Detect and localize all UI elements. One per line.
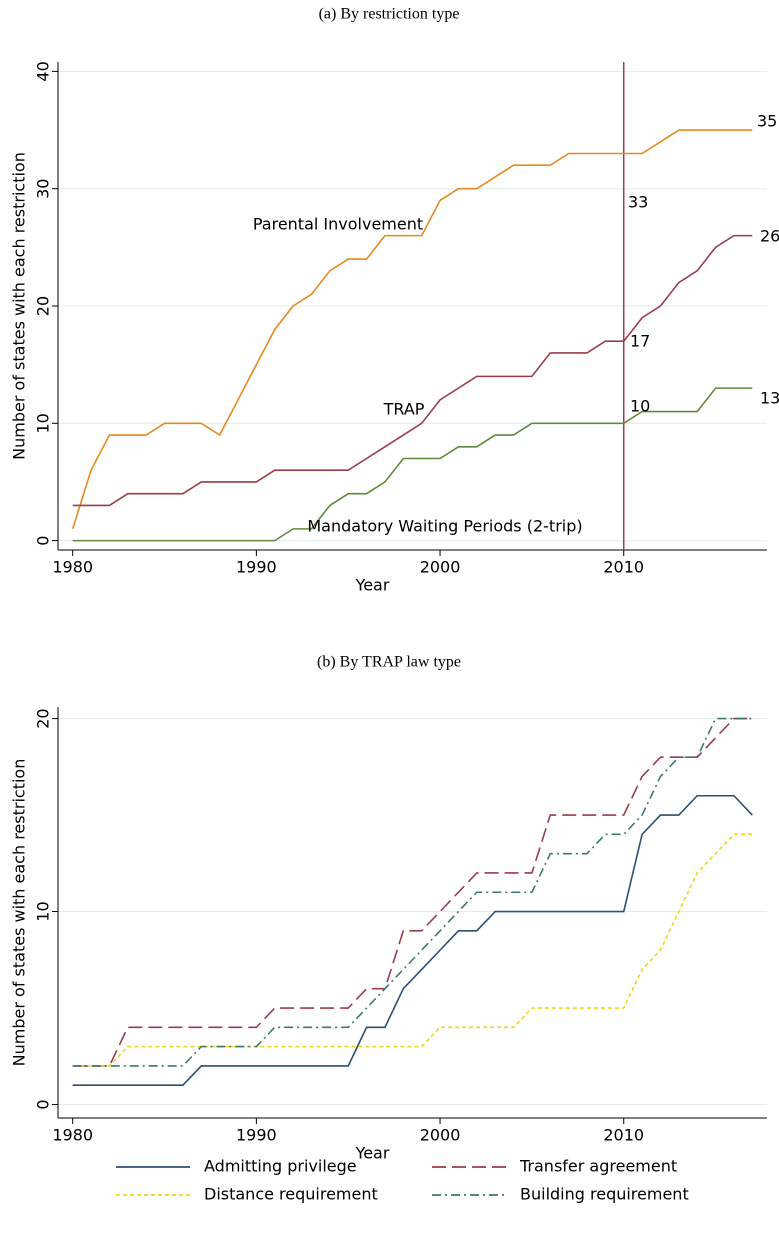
series-line	[72, 387, 753, 542]
value-label: 35	[757, 112, 777, 131]
x-tick-label: 1980	[52, 558, 93, 577]
y-tick-label: 0	[34, 536, 53, 546]
value-label: 13	[760, 389, 779, 408]
x-tick-label: 2010	[603, 1126, 644, 1145]
legend-label: Building requirement	[520, 1185, 689, 1204]
series-line	[71, 129, 753, 530]
series-line	[72, 717, 753, 1067]
chart-title: (b) By TRAP law type	[317, 654, 461, 671]
y-tick-label: 20	[34, 708, 53, 728]
y-axis-label: Number of states with each restriction	[10, 152, 29, 460]
y-tick-label: 10	[34, 413, 53, 433]
value-label: 26	[760, 227, 779, 246]
y-axis-label: Number of states with each restriction	[10, 759, 29, 1067]
value-label: 10	[630, 397, 650, 416]
legend-label: Transfer agreement	[519, 1157, 677, 1176]
series-line	[72, 717, 753, 1067]
x-tick-label: 1980	[52, 1126, 93, 1145]
y-tick-label: 20	[34, 296, 53, 316]
series-line	[72, 794, 753, 1086]
series-line	[72, 234, 753, 507]
series-label: TRAP	[383, 400, 425, 419]
legend-label: Admitting privilege	[204, 1157, 357, 1176]
x-axis-label: Year	[355, 1144, 390, 1163]
chart-title: (a) By restriction type	[319, 6, 460, 23]
y-tick-label: 0	[34, 1099, 53, 1109]
value-label: 17	[630, 332, 650, 351]
y-tick-label: 30	[34, 179, 53, 199]
x-tick-label: 2000	[420, 1126, 461, 1145]
y-tick-label: 10	[34, 901, 53, 921]
y-tick-label: 40	[34, 61, 53, 81]
value-label: 33	[628, 193, 648, 212]
x-tick-label: 2000	[420, 558, 461, 577]
series-label: Mandatory Waiting Periods (2-trip)	[307, 517, 582, 536]
x-tick-label: 2010	[603, 558, 644, 577]
series-line	[72, 833, 753, 1067]
x-axis-label: Year	[355, 576, 390, 595]
x-tick-label: 1990	[236, 1126, 277, 1145]
series-label: Parental Involvement	[253, 215, 423, 234]
x-tick-label: 1990	[236, 558, 277, 577]
legend-label: Distance requirement	[204, 1185, 378, 1204]
